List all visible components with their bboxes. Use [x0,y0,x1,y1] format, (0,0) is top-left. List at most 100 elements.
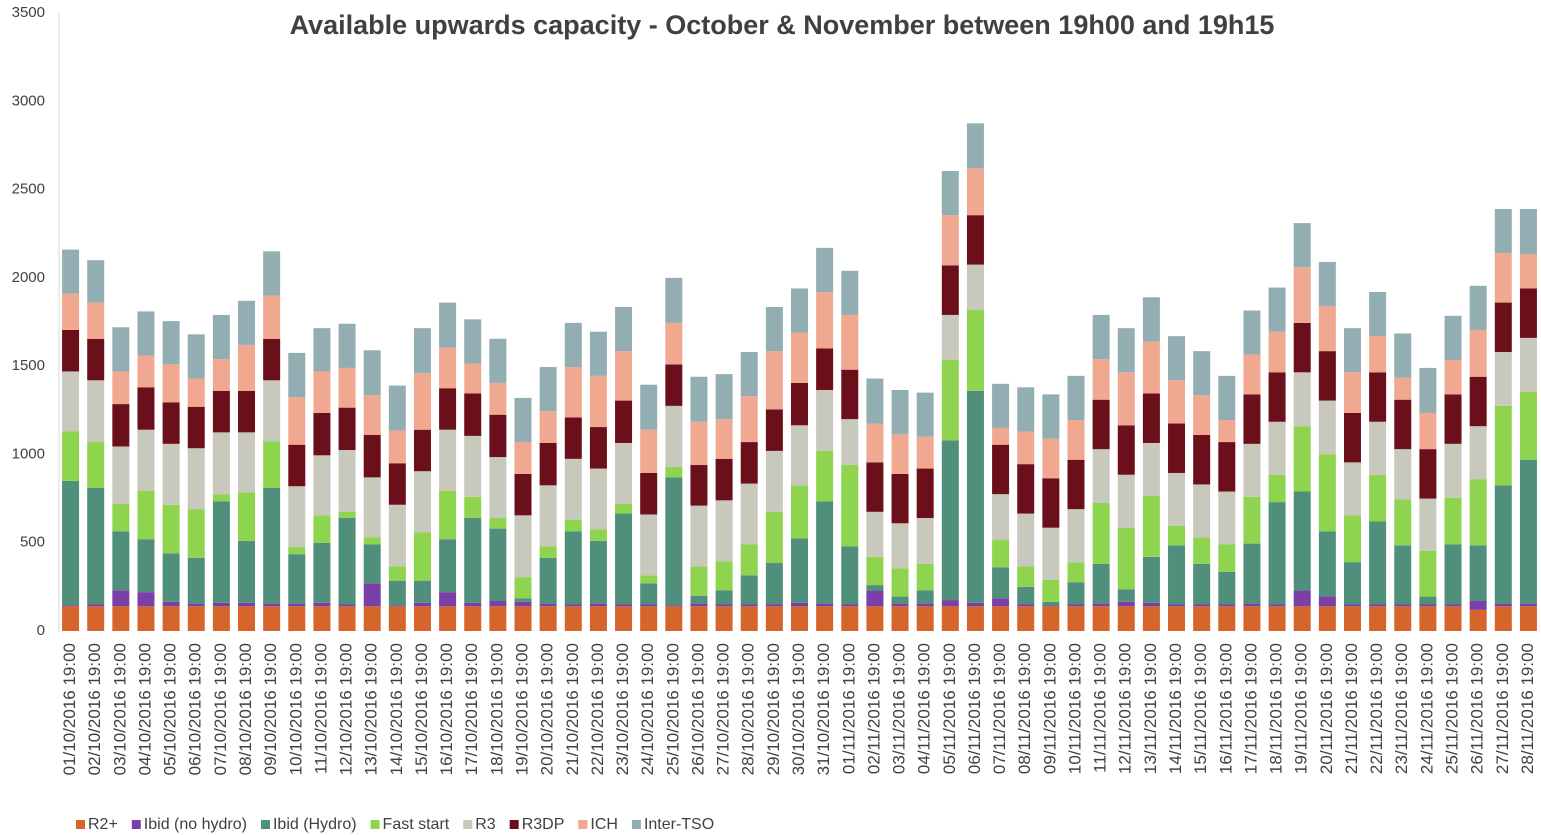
bar-segment [212,314,230,360]
bar-segment [187,406,205,449]
bar-segment [1519,208,1537,255]
bar-segment [288,606,306,631]
bar-segment [464,517,482,603]
bar-segment [1419,596,1437,605]
bar-segment [615,606,633,631]
bar-segment [1394,499,1412,546]
x-tick-label: 16/11/2016 19:00 [1216,643,1235,774]
bar-segment [439,429,457,491]
x-tick-label: 13/11/2016 19:00 [1141,643,1160,774]
bar-segment [816,501,834,604]
x-tick-label: 28/11/2016 19:00 [1518,643,1537,774]
bar-segment [162,402,180,444]
bar-segment [1444,359,1462,395]
bar-segment [1117,474,1135,528]
bar-segment [162,553,180,602]
legend-label: R3 [475,816,496,833]
bar-segment [1343,606,1361,631]
legend-label: Inter-TSO [644,816,714,833]
bar-segment [288,554,306,604]
bar-segment [62,249,80,294]
bar-segment [514,473,532,516]
bar-segment [413,602,431,607]
bar-segment [765,606,783,631]
bar-segment [1343,462,1361,516]
bar-segment [1218,604,1236,607]
bar-segment [1017,586,1035,605]
x-tick-label: 10/11/2016 19:00 [1065,643,1084,774]
bar-segment [263,338,281,381]
bar-segment [866,511,884,557]
bar-segment [489,606,507,631]
bar-segment [1017,431,1035,465]
bar-segment [1193,351,1211,396]
bar-segment [1218,442,1236,492]
bar-segment [388,606,406,631]
bar-segment [363,435,381,478]
bar-segment [1193,606,1211,631]
bar-segment [1444,544,1462,605]
bar-segment [162,601,180,607]
bar-segment [439,490,457,540]
bar-segment [715,419,733,459]
bar-segment [112,590,130,607]
bar-segment [916,468,934,518]
bar-segment [1067,509,1085,563]
bar-segment [464,393,482,436]
bar-segment [187,334,205,379]
bar-segment [539,367,557,412]
bar-segment [1419,604,1437,607]
bar-segment [388,430,406,464]
bar-segment [439,539,457,593]
bar-segment [363,477,381,538]
bar-segment [665,322,683,365]
bar-segment [539,411,557,443]
legend-swatch [76,820,85,829]
bar-segment [1494,606,1512,631]
bar-segment [388,463,406,505]
bar-segment [238,492,256,541]
bar-segment [690,505,708,567]
x-tick-label: 03/11/2016 19:00 [890,643,909,774]
bar-segment [1218,544,1236,572]
bar-segment [1268,287,1286,332]
bar-segment [765,351,783,410]
bar-segment [841,604,859,607]
bar-segment [1268,606,1286,631]
bar-segment [640,384,658,430]
bar-segment [866,590,884,607]
bar-segment [1092,449,1110,503]
bar-segment [1419,498,1437,551]
bar-segment [338,511,356,518]
bar-segment [489,528,507,601]
bar-segment [665,277,683,323]
x-tick-label: 06/10/2016 19:00 [186,643,205,775]
bar-segment [338,517,356,605]
bar-segment [413,429,431,472]
bar-segment [740,483,758,545]
bar-segment [212,432,230,495]
bar-segment [1394,449,1412,500]
bar-segment [992,540,1010,568]
x-tick-label: 17/11/2016 19:00 [1241,643,1260,774]
bar-segment [992,567,1010,599]
bar-segment [715,374,733,420]
legend-swatch [631,820,641,829]
bar-segment [313,515,331,543]
bar-segment [1193,484,1211,538]
bar-segment [891,434,909,474]
bar-segment [112,446,130,504]
bar-segment [715,500,733,562]
bar-segment [816,450,834,502]
bar-segment [891,523,909,569]
bar-segment [212,494,230,502]
bar-segment [841,369,859,420]
x-tick-label: 29/10/2016 19:00 [764,643,783,775]
bar-segment [1117,372,1135,426]
bar-segment [1293,426,1311,492]
bar-segment [288,603,306,607]
bar-segment [589,606,607,631]
bar-segment [212,602,230,607]
bar-segment [1293,590,1311,607]
